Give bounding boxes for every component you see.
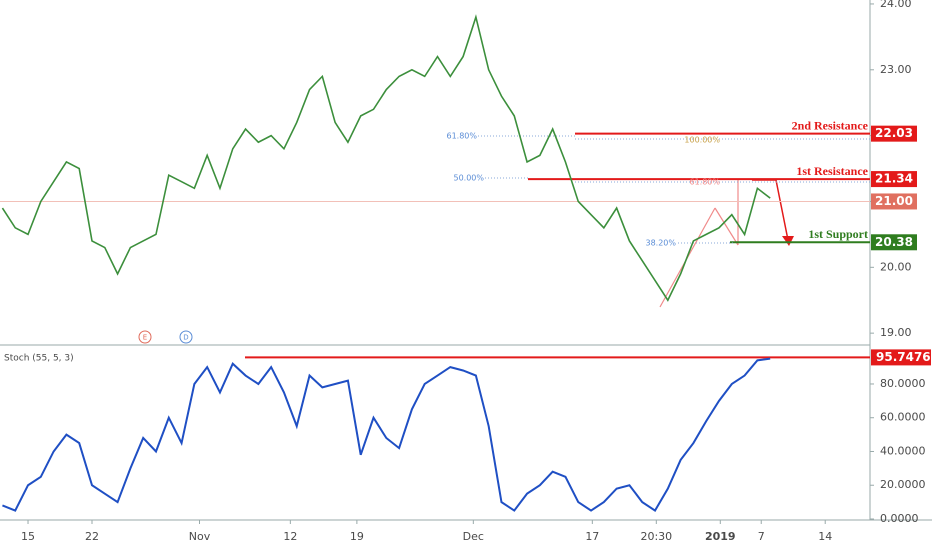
stoch-line (2, 357, 771, 512)
y-tick-label: 20.0000 (880, 478, 926, 491)
price-label-box (871, 125, 917, 142)
price-label: 21.00 (875, 194, 913, 208)
y-tick-label: 23.00 (880, 63, 912, 76)
y-tick-label: 20.00 (880, 260, 912, 273)
y-tick-label: 19.00 (880, 326, 912, 339)
event-label: D (183, 334, 188, 342)
price-label: 20.38 (875, 235, 913, 249)
y-tick-label: 80.0000 (880, 377, 926, 390)
x-tick-label: 22 (85, 530, 99, 543)
price-label-box (871, 234, 917, 251)
y-tick-label: 40.0000 (880, 444, 926, 457)
x-tick-label: 2019 (705, 530, 736, 543)
level-label: 1st Support (808, 227, 868, 241)
x-tick-label: 19 (350, 530, 364, 543)
x-tick-label: Nov (189, 530, 211, 543)
fib-label: 100.00% (684, 136, 720, 145)
stoch-value: 95.7476 (876, 350, 931, 364)
x-tick-label: 12 (283, 530, 297, 543)
price-label-box (871, 171, 917, 188)
fib-arrow (714, 207, 739, 246)
x-tick-label: 17 (585, 530, 599, 543)
price-label-box (871, 193, 917, 210)
stoch-label-box (871, 349, 931, 366)
y-tick-label: 60.0000 (880, 411, 926, 424)
fib-label: 38.20% (645, 239, 676, 248)
price-line (1, 14, 771, 302)
event-marker (179, 330, 193, 344)
indicator-title: Stoch (55, 5, 3) (4, 354, 74, 364)
price-label: 22.03 (875, 126, 913, 140)
price-label: 21.34 (875, 172, 913, 186)
x-tick-label: 7 (758, 530, 765, 543)
arrow-head (782, 236, 794, 246)
y-tick-label: 0.0000 (880, 512, 919, 525)
event-label: E (143, 334, 147, 342)
x-tick-label: 20:30 (640, 530, 672, 543)
fib-label: 61.80% (446, 132, 477, 141)
fib-label: 50.00% (453, 174, 484, 183)
fib-label: 61.80% (689, 178, 720, 187)
level-label: 1st Resistance (796, 164, 868, 178)
x-tick-label: 14 (818, 530, 832, 543)
level-label: 2nd Resistance (792, 118, 869, 132)
event-marker (138, 330, 152, 344)
x-tick-label: 15 (21, 530, 35, 543)
y-tick-label: 24.00 (880, 0, 912, 10)
x-tick-label: Dec (463, 530, 484, 543)
